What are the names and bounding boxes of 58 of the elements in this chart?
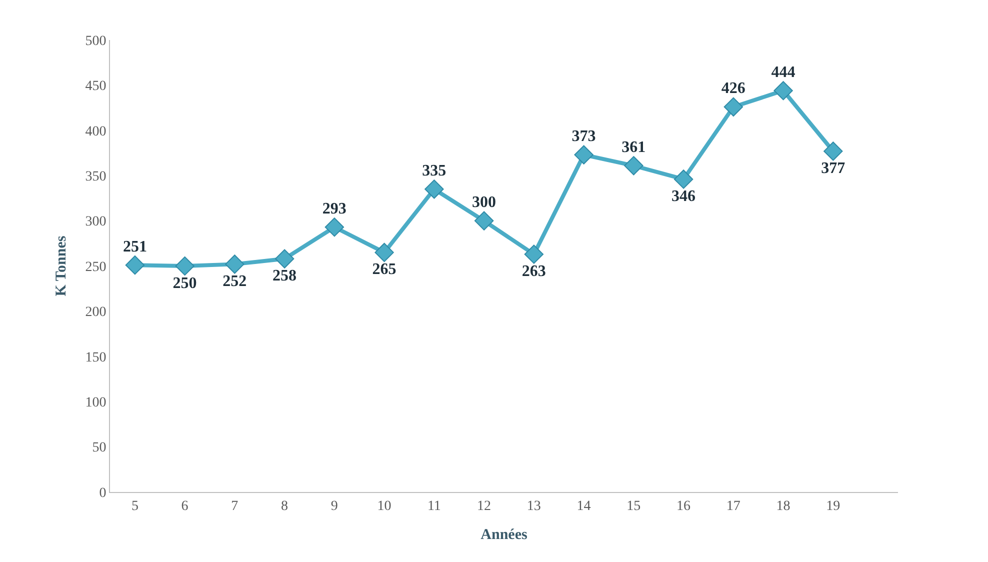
- x-tick-label: 8: [281, 498, 288, 514]
- y-tick-label: 0: [99, 486, 106, 501]
- point: [774, 81, 793, 100]
- y-tick-label: 400: [85, 124, 106, 140]
- y-tick-label: 200: [85, 305, 106, 320]
- y-tick-label: 150: [85, 350, 106, 366]
- data-label: 258: [272, 268, 297, 285]
- y-tick-label: 50: [92, 440, 106, 456]
- y-tick-label: 100: [85, 396, 106, 410]
- data-label: 377: [821, 160, 846, 177]
- y-axis-title: K Tonnes: [53, 236, 70, 296]
- point: [175, 256, 194, 276]
- x-tick-label: 10: [377, 498, 392, 514]
- data-label: 265: [372, 261, 396, 278]
- data-label: 444: [771, 64, 796, 81]
- x-tick-label: 5: [131, 498, 138, 514]
- x-tick-label: 11: [427, 498, 441, 514]
- point: [374, 242, 394, 262]
- point: [574, 145, 594, 164]
- point: [125, 256, 145, 275]
- point: [824, 142, 843, 161]
- x-tick-label: 6: [181, 498, 188, 514]
- y-tick-label: 350: [85, 170, 106, 184]
- x-tick-label: 15: [626, 498, 641, 514]
- point: [674, 170, 694, 189]
- x-tick-label: 13: [526, 498, 541, 514]
- x-tick-label: 19: [826, 498, 840, 514]
- x-tick-label: 9: [330, 498, 338, 514]
- data-label: 335: [422, 162, 446, 180]
- x-tick-label: 12: [477, 498, 492, 514]
- x-tick-label: 17: [726, 498, 740, 514]
- x-tick-label: 7: [231, 498, 238, 514]
- data-label: 293: [322, 200, 346, 218]
- y-tick-label: 250: [85, 260, 106, 275]
- point: [624, 156, 644, 176]
- x-axis-title: Années: [480, 526, 528, 543]
- x-tick-label: 16: [676, 498, 691, 514]
- point: [524, 244, 544, 264]
- x-tick-label: 18: [776, 498, 790, 514]
- data-label: 263: [522, 263, 546, 280]
- data-label: 346: [672, 188, 696, 205]
- data-label: 361: [622, 138, 646, 156]
- data-label: 250: [172, 274, 197, 292]
- data-label: 251: [122, 238, 147, 256]
- data-label: 300: [472, 194, 496, 212]
- point: [474, 211, 494, 230]
- data-label: 373: [572, 128, 596, 146]
- data-label: 252: [222, 272, 247, 290]
- x-tick-label: 14: [576, 498, 591, 514]
- point: [274, 249, 294, 268]
- y-tick-label: 500: [85, 34, 106, 49]
- data-label: 426: [721, 80, 746, 98]
- point: [424, 180, 444, 199]
- point: [225, 254, 244, 274]
- y-tick-label: 450: [85, 79, 106, 94]
- point: [724, 97, 744, 116]
- y-tick-label: 300: [85, 214, 106, 230]
- point: [324, 218, 344, 237]
